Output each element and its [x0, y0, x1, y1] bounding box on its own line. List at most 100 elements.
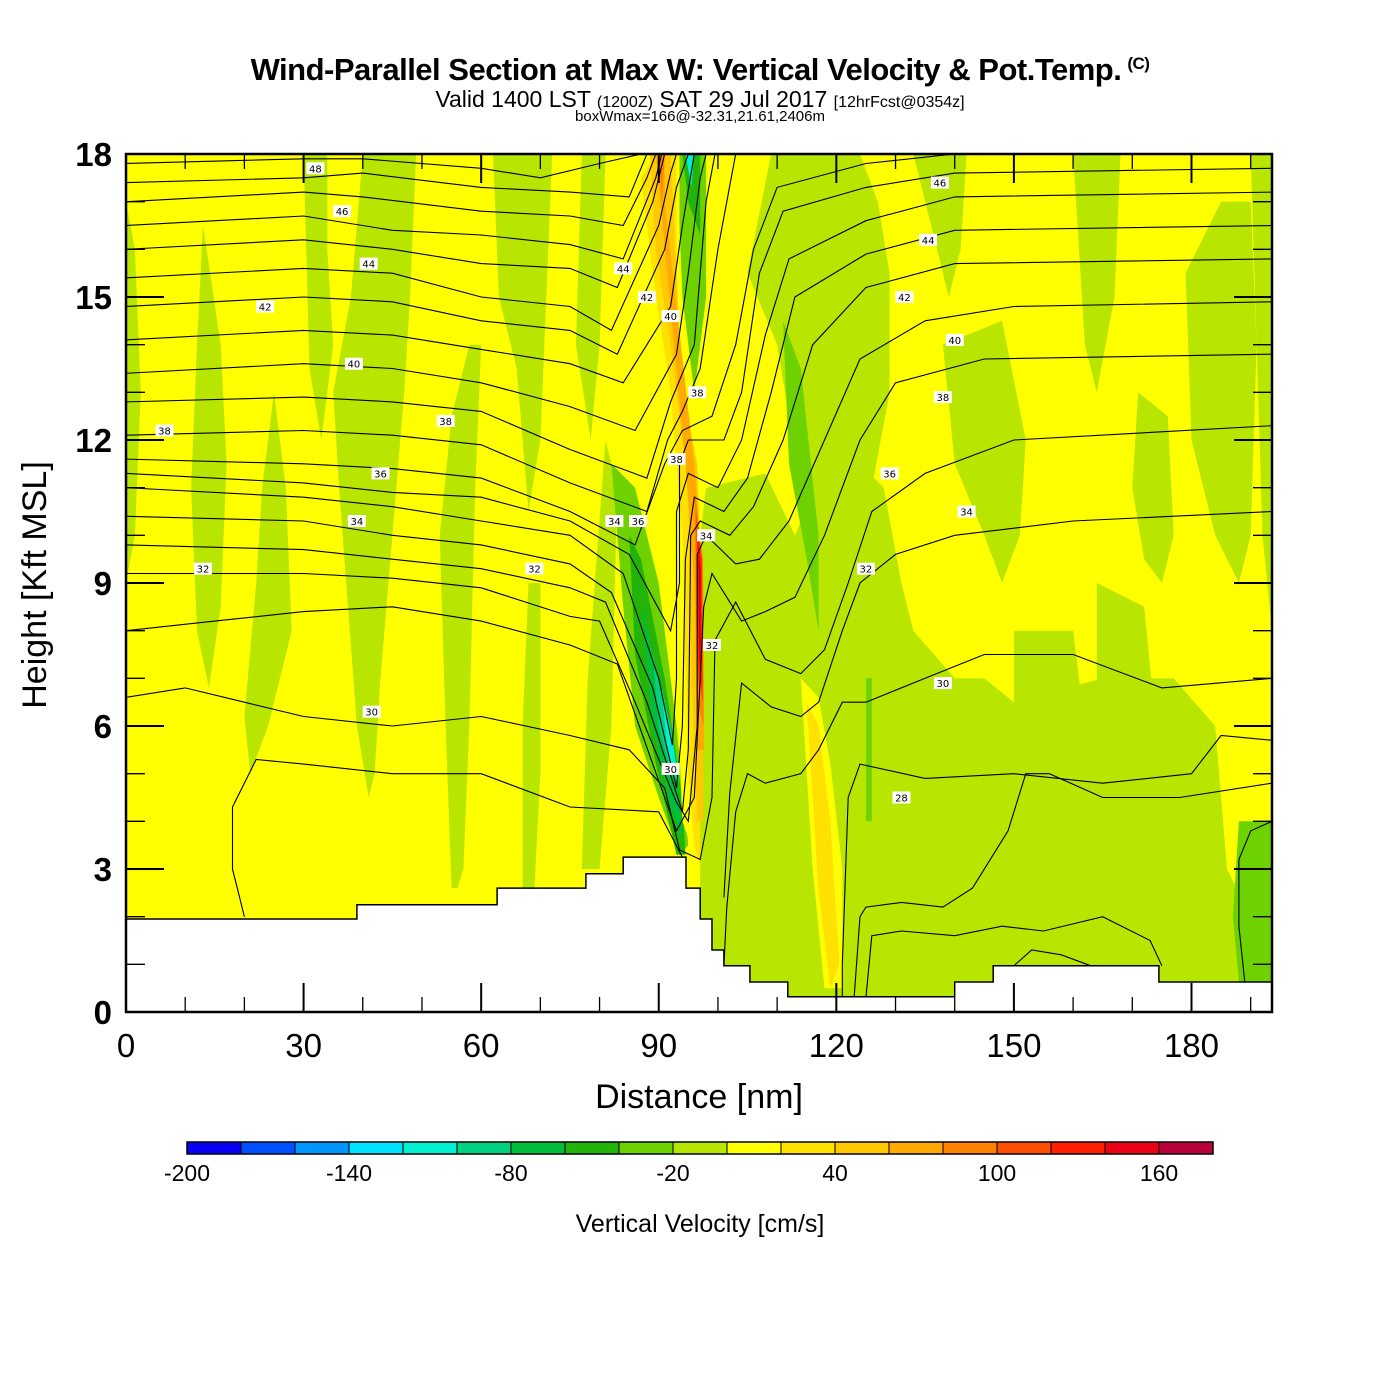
contour-label-text: 38	[937, 393, 950, 404]
colorbar-swatch	[564, 1141, 620, 1155]
colorbar-tick-label: 100	[978, 1160, 1016, 1186]
colorbar-frame	[186, 1141, 1214, 1155]
contour-label-text: 30	[365, 708, 378, 719]
contour-label-box	[256, 300, 275, 313]
contour-label-text: 48	[309, 164, 322, 175]
y-tick-labels: 0 3 6 9 12 15 18	[75, 136, 112, 1031]
y-tick-label: 18	[75, 136, 112, 173]
contour-label: 38	[667, 453, 686, 466]
contour-label-text: 34	[608, 517, 621, 528]
theta-contour-31	[126, 353, 1272, 833]
contour-label-text: 32	[197, 565, 210, 576]
theta-contour-29	[231, 758, 683, 917]
contour-label: 44	[919, 233, 938, 247]
w-region	[699, 559, 701, 655]
theta-contour-41	[126, 154, 695, 384]
colorbar	[186, 1141, 1214, 1155]
colorbar-tick-labels: -200 -140 -80 -20 40 100 160	[164, 1160, 1178, 1186]
contour-label-box	[371, 467, 390, 480]
contour-label-box	[880, 467, 899, 480]
x-tick-label: 60	[463, 1027, 500, 1064]
colorbar-tick-label: 160	[1140, 1160, 1178, 1186]
contour-label: 34	[605, 515, 624, 528]
contour-label-text: 32	[860, 565, 873, 576]
contour-label-text: 40	[664, 312, 677, 323]
colorbar-swatch	[402, 1141, 458, 1155]
contour-label-box	[333, 205, 352, 218]
contour-label: 42	[895, 291, 914, 304]
contour-label-text: 30	[664, 765, 677, 776]
contour-label-text: 42	[259, 303, 272, 314]
contour-label: 30	[661, 762, 680, 776]
contour-label-box	[359, 257, 378, 270]
colorbar-swatch	[1158, 1141, 1214, 1155]
colorbar-tick-label: -20	[656, 1160, 689, 1186]
contour-label: 42	[256, 300, 275, 314]
theta-contour-44	[126, 154, 666, 289]
colorbar-swatch	[888, 1141, 944, 1155]
terrain	[126, 856, 1272, 1012]
w-region	[635, 154, 701, 884]
contour-label-box	[436, 414, 455, 427]
contour-label-box	[697, 529, 716, 542]
contour-label: 40	[945, 333, 964, 347]
w-region	[942, 320, 1026, 583]
contour-label-text: 42	[641, 293, 654, 304]
theta-contour-34	[126, 224, 1272, 789]
colorbar-swatch	[348, 1141, 404, 1155]
contour-label: 38	[155, 424, 174, 437]
colorbar-tick-label: -140	[326, 1160, 372, 1186]
theta-contour-27	[723, 653, 1272, 966]
w-region	[865, 678, 872, 822]
theta-contour-22	[1238, 820, 1272, 983]
theta-contour-45	[126, 154, 663, 260]
contour-label-box	[605, 515, 624, 528]
contour-label-text: 38	[670, 455, 683, 466]
contour-label: 30	[933, 677, 952, 690]
contour-label-text: 30	[937, 679, 950, 690]
contour-label: 46	[930, 176, 949, 190]
contour-label-box	[856, 562, 875, 575]
contour-label-text: 36	[883, 469, 896, 480]
w-region	[1073, 154, 1121, 393]
contour-label: 36	[629, 515, 648, 528]
y-tick-label: 15	[75, 279, 112, 316]
colorbar-swatch	[186, 1141, 242, 1155]
valid-utc: (1200Z)	[596, 94, 653, 111]
valid-date: SAT 29 Jul 2017	[659, 86, 828, 112]
contour-label-box	[614, 262, 633, 275]
theta-contour-39	[126, 154, 716, 479]
contour-label: 40	[344, 357, 363, 371]
contour-label-text: 34	[960, 508, 973, 519]
x-tick-label: 30	[285, 1027, 322, 1064]
contour-label-text: 44	[922, 236, 935, 247]
contour-label: 44	[359, 257, 378, 271]
w-region	[439, 344, 482, 889]
contour-label-box	[667, 453, 686, 466]
contour-label: 38	[688, 386, 707, 399]
chart-title: Wind-Parallel Section at Max W: Vertical…	[0, 52, 1400, 88]
w-region	[658, 154, 665, 202]
contour-label-box	[306, 162, 325, 175]
contour-label: 38	[436, 414, 455, 428]
contour-label-text: 38	[158, 426, 171, 437]
colorbar-swatch	[780, 1141, 836, 1155]
colorbar-swatch	[1050, 1141, 1106, 1155]
contour-label: 36	[371, 467, 390, 480]
contour-label-text: 40	[348, 360, 361, 371]
contour-label-text: 38	[439, 417, 452, 428]
contour-label-box	[930, 176, 949, 189]
theta-contours	[126, 154, 1272, 998]
y-tick-label: 3	[94, 851, 112, 888]
box-wmax-info: boxWmax=166@-32.31,21.61,2406m	[575, 108, 825, 125]
contour-label-box	[945, 333, 964, 346]
contour-label-box	[362, 705, 381, 718]
x-tick-label: 120	[809, 1027, 864, 1064]
colorbar-swatch	[1104, 1141, 1160, 1155]
contour-label: 34	[347, 515, 366, 528]
copyright-mark: (C)	[1127, 53, 1150, 73]
colorbar-swatch	[294, 1141, 350, 1155]
contour-label-text: 38	[691, 388, 704, 399]
contour-label-text: 36	[374, 469, 387, 480]
theta-contour-46	[126, 154, 657, 227]
